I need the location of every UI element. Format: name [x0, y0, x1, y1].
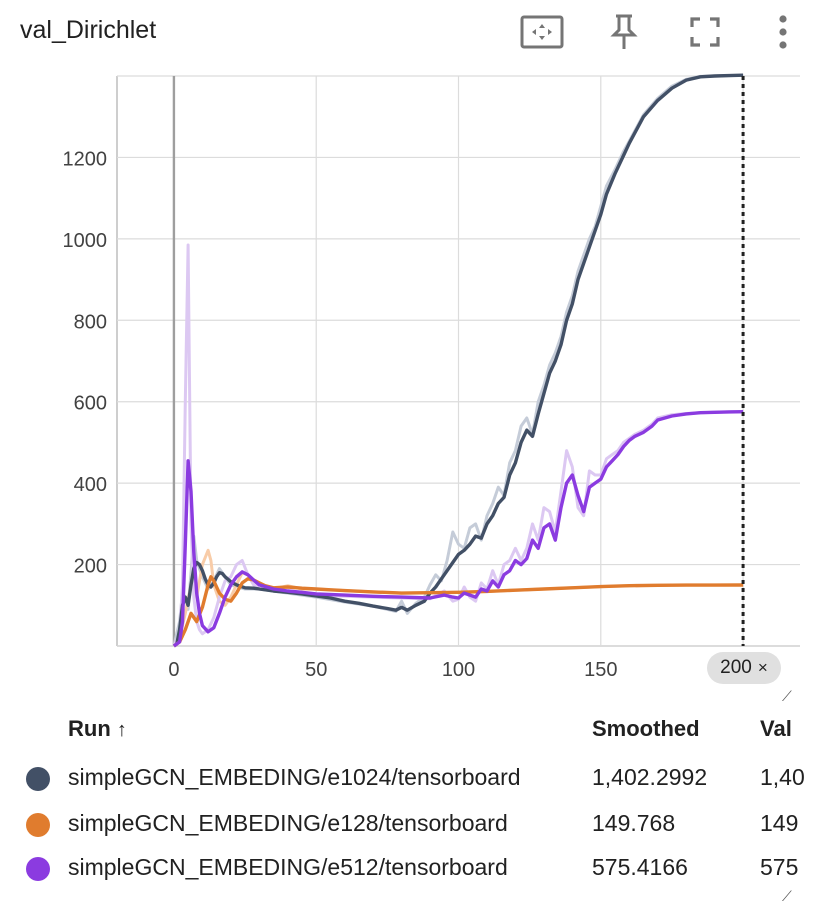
run-smoothed: 149.768: [592, 810, 676, 836]
run-row[interactable]: simpleGCN_EMBEDING/e1024/tensorboard 1,4…: [0, 758, 814, 798]
close-icon[interactable]: ×: [757, 658, 768, 677]
fullscreen-icon[interactable]: [683, 12, 727, 52]
y-tick-label: 800: [74, 311, 107, 333]
y-tick-label: 1000: [63, 230, 108, 252]
run-row[interactable]: simpleGCN_EMBEDING/e128/tensorboard 149.…: [0, 804, 814, 844]
smoothed-series-line: [172, 410, 744, 648]
smoothed-series-line: [172, 73, 744, 648]
smoothed-lines: [172, 73, 744, 648]
x-tick-label: 100: [442, 659, 475, 681]
more-vert-icon[interactable]: [768, 12, 798, 52]
run-value: 149: [760, 810, 799, 836]
run-name: simpleGCN_EMBEDING/e128/tensorboard: [68, 810, 508, 836]
run-value: 575: [760, 854, 799, 880]
sort-arrow-icon: ↑: [116, 719, 127, 741]
y-tick-label: 1200: [63, 148, 108, 170]
fit-domain-icon[interactable]: [516, 12, 568, 52]
pin-icon[interactable]: [602, 12, 646, 52]
run-name: simpleGCN_EMBEDING/e1024/tensorboard: [68, 764, 521, 790]
run-color-dot: [26, 857, 50, 881]
step-badge[interactable]: 200 ×: [707, 652, 781, 684]
column-header-smoothed[interactable]: Smoothed: [592, 716, 700, 741]
card-title: val_Dirichlet: [20, 16, 157, 44]
x-tick-label: 0: [168, 659, 179, 681]
line-chart[interactable]: 200 400 600 800 1000 1200 0 50 100 150: [0, 70, 814, 690]
smoothed-series-line: [172, 575, 744, 648]
resize-handle-icon[interactable]: ⟋: [782, 888, 792, 904]
y-tick-label: 600: [74, 393, 107, 415]
run-smoothed: 575.4166: [592, 854, 688, 880]
y-tick-label: 200: [74, 556, 107, 578]
column-header-run[interactable]: Run ↑: [68, 716, 127, 742]
step-badge-value: 200: [720, 657, 752, 678]
y-tick-label: 400: [74, 474, 107, 496]
run-color-dot: [26, 813, 50, 837]
run-row[interactable]: simpleGCN_EMBEDING/e512/tensorboard 575.…: [0, 848, 814, 888]
run-name: simpleGCN_EMBEDING/e512/tensorboard: [68, 854, 508, 880]
run-value: 1,40: [760, 764, 805, 790]
column-header-run-label: Run: [68, 716, 111, 741]
grid: [116, 75, 800, 647]
raw-series-line: [172, 243, 744, 647]
run-color-dot: [26, 767, 50, 791]
tick-labels: 200 400 600 800 1000 1200 0 50 100 150: [63, 148, 618, 681]
resize-handle-icon[interactable]: ⟋: [782, 688, 792, 704]
x-tick-label: 50: [305, 659, 327, 681]
x-tick-label: 150: [584, 659, 617, 681]
run-smoothed: 1,402.2992: [592, 764, 708, 790]
column-header-value[interactable]: Val: [760, 716, 792, 741]
